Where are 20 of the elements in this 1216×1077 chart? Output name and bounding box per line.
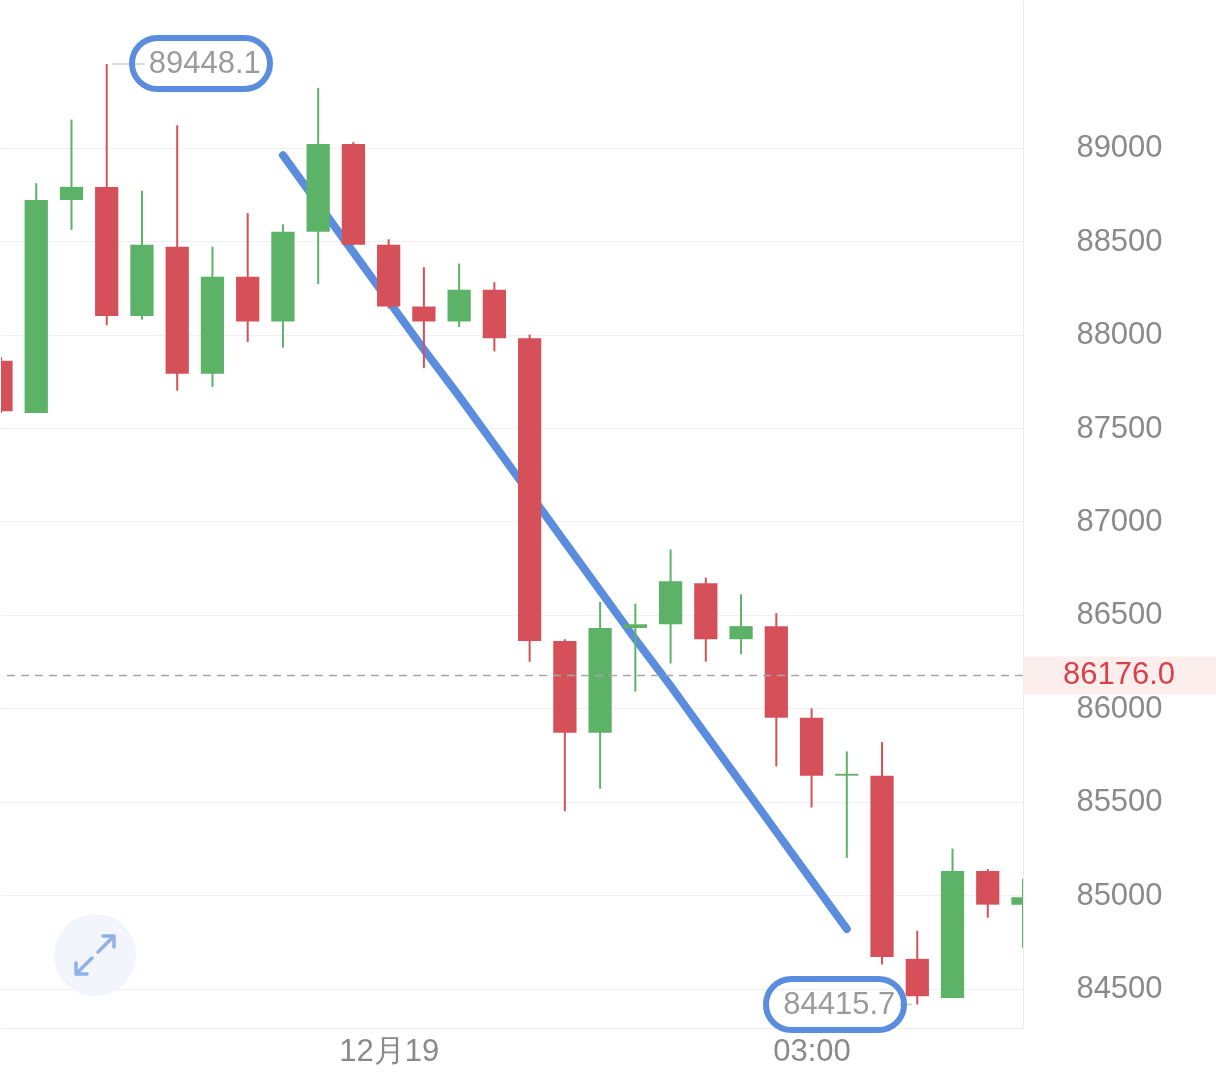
candlestick: [623, 602, 647, 693]
ref-line-label: 86176.0: [1062, 656, 1176, 692]
y-tick-label: 87500: [1076, 409, 1163, 445]
y-tick-label: 87000: [1076, 502, 1163, 538]
candlestick: [729, 593, 753, 656]
x-tick-label: 12月19: [339, 1032, 440, 1068]
annotation: 84415.7: [783, 985, 896, 1021]
y-tick-label: 85000: [1076, 876, 1163, 912]
y-tick-label: 85500: [1076, 783, 1163, 819]
y-tick-label: 88500: [1076, 222, 1163, 258]
y-tick-label: 84500: [1076, 970, 1163, 1006]
candlestick: [835, 750, 859, 859]
y-tick-label: 89000: [1076, 129, 1163, 165]
y-tick-label: 86000: [1076, 689, 1163, 725]
candlestick: [412, 266, 436, 370]
x-tick-label: 03:00: [773, 1032, 851, 1068]
candlestick: [59, 118, 84, 231]
y-tick-label: 86500: [1076, 596, 1163, 632]
y-tick-label: 88000: [1076, 316, 1163, 352]
annotation: 89448.1: [148, 44, 261, 80]
